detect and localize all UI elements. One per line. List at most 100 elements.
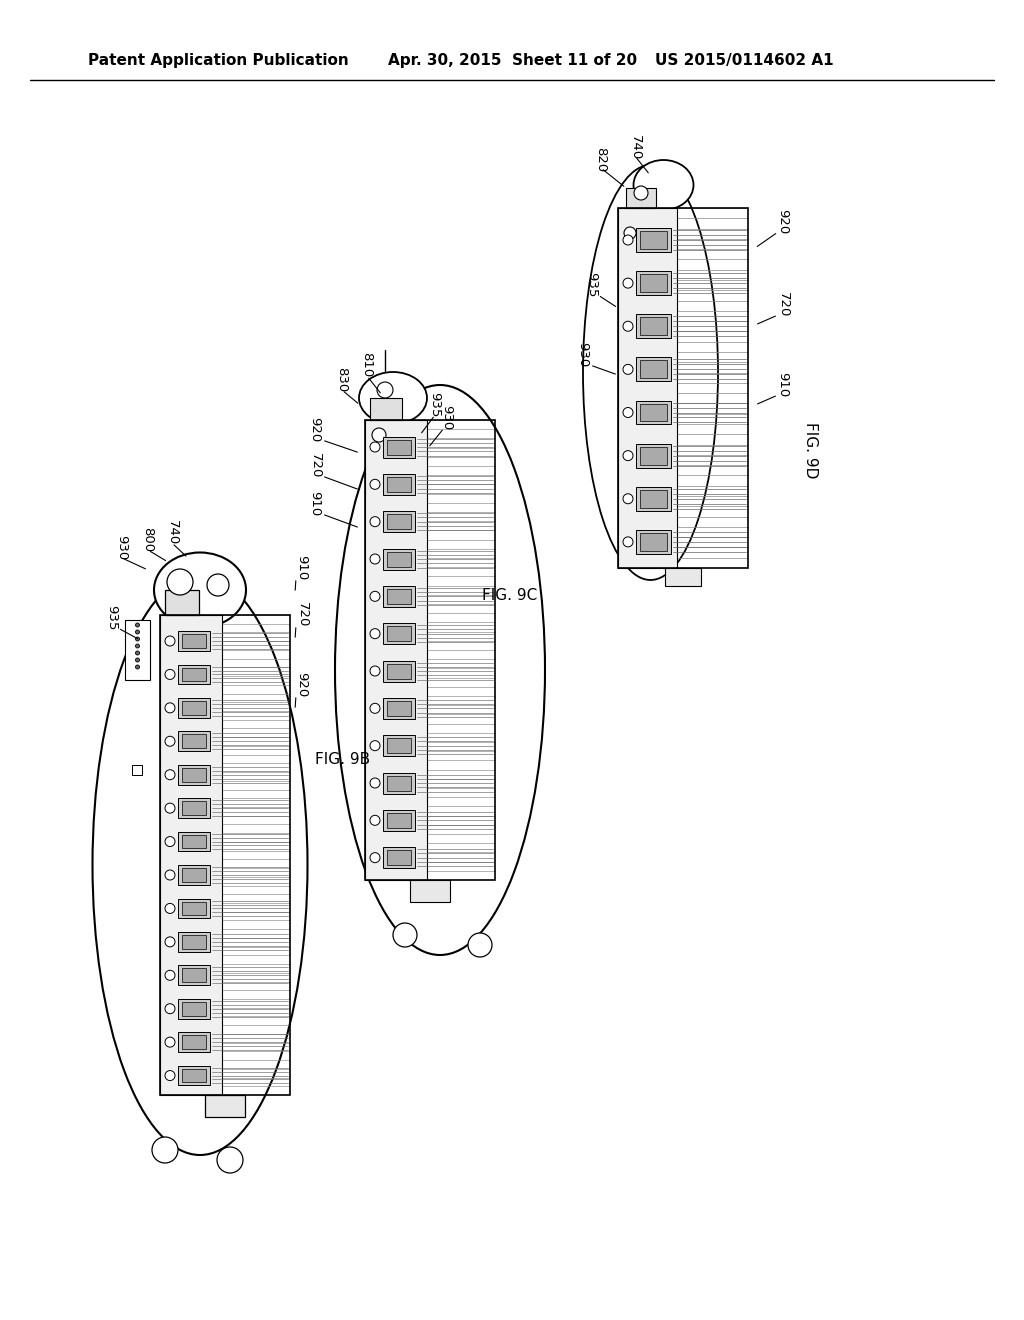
Bar	[640, 446, 667, 465]
Circle shape	[623, 235, 633, 246]
Bar	[636, 400, 671, 425]
Bar	[178, 832, 210, 851]
Bar	[182, 701, 206, 714]
Bar	[640, 490, 667, 508]
Bar	[640, 404, 667, 421]
Bar	[387, 738, 411, 754]
Circle shape	[165, 1038, 175, 1047]
Bar	[387, 477, 411, 492]
Bar	[178, 731, 210, 751]
Circle shape	[135, 638, 139, 642]
Bar	[160, 615, 222, 1096]
Circle shape	[165, 1071, 175, 1081]
Bar	[160, 615, 290, 1096]
Bar	[178, 631, 210, 651]
Ellipse shape	[583, 165, 718, 579]
Ellipse shape	[335, 385, 545, 954]
Bar	[178, 865, 210, 884]
Bar	[178, 698, 210, 718]
Bar	[410, 880, 450, 902]
Bar	[182, 1002, 206, 1015]
Text: 720: 720	[776, 292, 790, 318]
Text: 820: 820	[595, 148, 607, 173]
Ellipse shape	[154, 553, 246, 627]
Bar	[383, 474, 415, 495]
Bar	[387, 850, 411, 865]
Circle shape	[165, 737, 175, 746]
Text: FIG. 9B: FIG. 9B	[315, 752, 370, 767]
Bar	[365, 420, 427, 880]
Bar	[636, 444, 671, 467]
Bar	[182, 935, 206, 949]
Text: US 2015/0114602 A1: US 2015/0114602 A1	[655, 53, 834, 67]
Circle shape	[624, 227, 636, 239]
Circle shape	[370, 777, 380, 788]
Text: 910: 910	[296, 556, 308, 581]
Circle shape	[165, 937, 175, 946]
Circle shape	[370, 704, 380, 713]
Circle shape	[217, 1147, 243, 1173]
Bar	[365, 420, 495, 880]
Text: 930: 930	[116, 536, 128, 561]
Bar	[640, 533, 667, 550]
Bar	[383, 847, 415, 869]
Bar	[387, 440, 411, 454]
Circle shape	[172, 576, 188, 591]
Bar	[383, 660, 415, 681]
Bar	[182, 768, 206, 781]
Bar	[182, 834, 206, 849]
Circle shape	[370, 591, 380, 602]
Bar	[636, 228, 671, 252]
Bar	[383, 698, 415, 719]
Text: 910: 910	[308, 491, 322, 516]
Circle shape	[165, 803, 175, 813]
Bar	[383, 623, 415, 644]
Bar	[178, 1065, 210, 1085]
Bar	[182, 969, 206, 982]
Circle shape	[135, 623, 139, 627]
Circle shape	[623, 321, 633, 331]
Bar	[665, 568, 701, 586]
Bar	[387, 626, 411, 642]
Circle shape	[623, 279, 633, 288]
Text: 920: 920	[776, 210, 790, 235]
Circle shape	[623, 408, 633, 417]
Circle shape	[370, 554, 380, 564]
Bar	[383, 810, 415, 830]
Ellipse shape	[92, 576, 307, 1155]
Circle shape	[165, 903, 175, 913]
Circle shape	[135, 651, 139, 655]
Bar	[182, 634, 206, 648]
Circle shape	[377, 381, 393, 399]
Circle shape	[370, 853, 380, 863]
Bar	[383, 437, 415, 458]
Text: 910: 910	[776, 372, 790, 397]
Bar	[178, 764, 210, 784]
Circle shape	[623, 450, 633, 461]
Text: 740: 740	[166, 520, 178, 545]
Bar	[178, 932, 210, 952]
Bar	[383, 772, 415, 793]
Text: 930: 930	[577, 342, 590, 368]
Circle shape	[165, 669, 175, 680]
Bar	[387, 776, 411, 791]
Circle shape	[623, 537, 633, 546]
Text: Apr. 30, 2015  Sheet 11 of 20: Apr. 30, 2015 Sheet 11 of 20	[388, 53, 637, 67]
Circle shape	[152, 1137, 178, 1163]
Bar	[636, 314, 671, 338]
Ellipse shape	[634, 160, 693, 210]
Text: 935: 935	[586, 272, 598, 298]
Text: 935: 935	[428, 392, 441, 417]
Bar	[387, 813, 411, 828]
Circle shape	[623, 494, 633, 504]
Bar	[636, 529, 671, 554]
Bar	[387, 664, 411, 678]
Bar	[626, 187, 656, 209]
Circle shape	[135, 657, 139, 663]
Circle shape	[370, 442, 380, 451]
Circle shape	[370, 479, 380, 490]
Text: 930: 930	[440, 405, 454, 430]
Circle shape	[372, 428, 386, 442]
Text: 830: 830	[336, 367, 348, 392]
Bar	[387, 515, 411, 529]
